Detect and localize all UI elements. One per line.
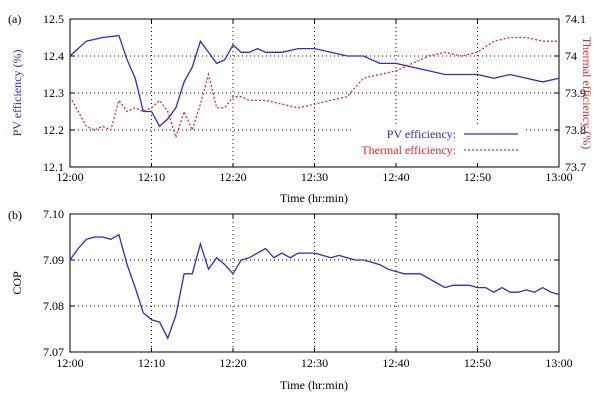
x-tick-label: 12:10: [138, 170, 165, 184]
y-tick-label-left: 12.4: [43, 49, 64, 63]
panel-a-x-tick-labels: 12:00 12:10 12:20 12:30 12:40 12:50 13:00: [56, 170, 572, 184]
panel-a: (a) 12:00 12:10 12:20 12:30 12:40 12:50 13:00 …: [8, 12, 594, 205]
x-tick-label: 12:50: [464, 170, 491, 184]
legend-thermal-label: Thermal efficiency:: [361, 143, 456, 157]
y-tick-label-right: 73.9: [565, 86, 586, 100]
x-tick-label: 12:20: [219, 170, 246, 184]
y-tick-label-left: 12.2: [43, 123, 64, 137]
y-tick-label-right: 73.8: [565, 123, 586, 137]
x-tick-label: 12:40: [382, 170, 409, 184]
panel-b-grid: [70, 214, 559, 352]
panel-b: (b) 12:00 12:10 12:20 12:30 12:40 12:50 13:00 …: [8, 207, 573, 392]
panel-b-ticks: [69, 213, 560, 353]
y-tick-label: 7.10: [43, 207, 64, 221]
x-tick-label: 13:00: [545, 170, 572, 184]
x-tick-label: 12:20: [219, 356, 246, 370]
y-tick-label-right: 74: [565, 49, 577, 63]
x-tick-label: 12:30: [301, 356, 328, 370]
panel-a-series: [69, 34, 560, 140]
legend-background: [352, 124, 524, 161]
panel-b-x-axis-label: Time (hr:min): [280, 378, 348, 392]
panel-b-x-tick-labels: 12:00 12:10 12:20 12:30 12:40 12:50 13:00: [56, 356, 572, 370]
panel-a-left-tick-labels: 12.1 12.2 12.3 12.4 12.5: [43, 12, 64, 174]
x-tick-label: 12:30: [301, 170, 328, 184]
panel-a-label: (a): [8, 12, 21, 26]
panel-a-x-axis-label: Time (hr:min): [280, 191, 348, 205]
y-tick-label-left: 12.5: [43, 12, 64, 26]
panel-a-left-axis-label: PV efficiency (%): [10, 50, 24, 137]
cop-line: [69, 233, 560, 340]
panel-a-legend: PV efficiency: Thermal efficiency:: [352, 124, 524, 161]
y-tick-label-left: 12.1: [43, 160, 64, 174]
panel-a-right-axis-label: Thermal efficiency (%): [580, 37, 594, 149]
legend-pv-label: PV efficiency:: [387, 127, 456, 141]
panel-a-grid: [70, 19, 559, 167]
panel-b-y-axis-label: COP: [10, 271, 24, 295]
x-tick-label: 13:00: [545, 356, 572, 370]
panel-b-label: (b): [8, 208, 22, 222]
pv-efficiency-line: [69, 34, 560, 128]
y-tick-label-left: 12.3: [43, 86, 64, 100]
x-tick-label: 12:10: [138, 356, 165, 370]
y-tick-label: 7.07: [43, 345, 64, 359]
panel-a-ticks: [69, 18, 560, 168]
panel-a-right-tick-labels: 73.7 73.8 73.9 74 74.1: [565, 12, 586, 174]
y-tick-label: 7.09: [43, 253, 64, 267]
x-tick-label: 12:00: [56, 356, 83, 370]
x-tick-label: 12:50: [464, 356, 491, 370]
y-tick-label-right: 74.1: [565, 12, 586, 26]
x-tick-label: 12:40: [382, 356, 409, 370]
y-tick-label-right: 73.7: [565, 160, 586, 174]
thermal-efficiency-line: [69, 36, 559, 140]
y-tick-label: 7.08: [43, 299, 64, 313]
panel-b-y-tick-labels: 7.07 7.08 7.09 7.10: [43, 207, 64, 359]
x-tick-label: 12:00: [56, 170, 83, 184]
panel-b-series: [69, 233, 560, 340]
